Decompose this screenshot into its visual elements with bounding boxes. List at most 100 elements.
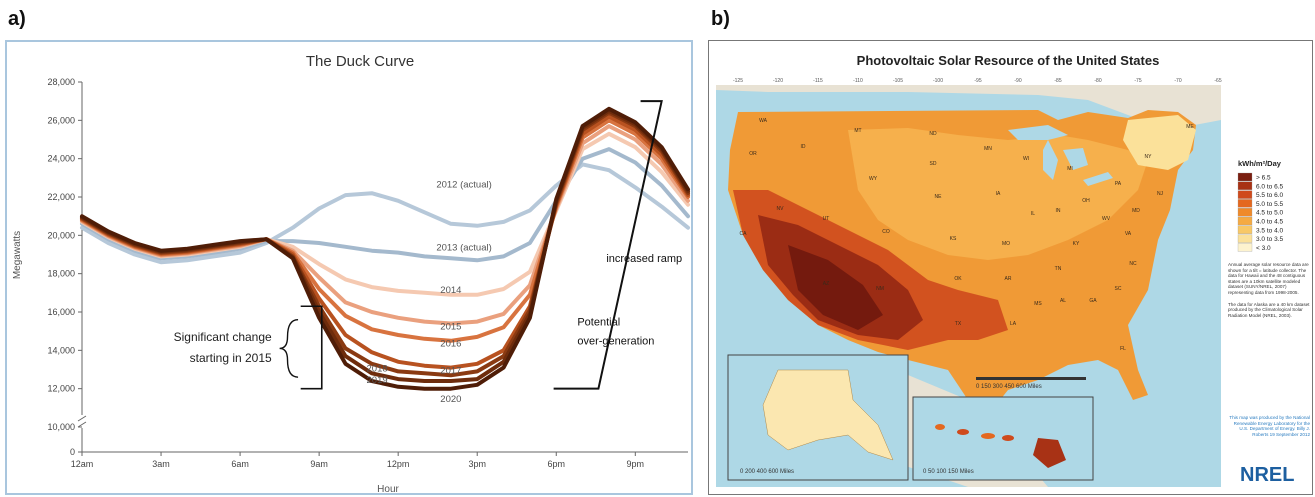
x-tick-label: 6pm <box>548 459 566 469</box>
legend-swatch <box>1237 172 1253 182</box>
state-label: TN <box>1055 266 1062 272</box>
state-label: MI <box>1067 166 1073 172</box>
y-tick-label: 24,000 <box>47 154 75 164</box>
state-label: LA <box>1010 321 1017 327</box>
state-label: MD <box>1132 208 1140 214</box>
longitude-label: -90 <box>1014 78 1021 84</box>
longitude-label: -110 <box>853 78 863 84</box>
state-label: NJ <box>1157 191 1164 197</box>
series-label: 2017 <box>440 365 461 376</box>
y-axis-label: Megawatts <box>12 231 23 279</box>
legend-swatch <box>1237 199 1253 208</box>
x-tick-label: 12am <box>71 459 94 469</box>
series-label: 2015 <box>440 321 461 332</box>
state-label: AZ <box>823 281 829 287</box>
y-tick-label: 18,000 <box>47 269 75 279</box>
state-label: MS <box>1034 301 1042 307</box>
y-tick-label: 16,000 <box>47 307 75 317</box>
potential-label-line1: Potential <box>577 316 620 328</box>
legend-label: 5.5 to 6.0 <box>1256 192 1283 199</box>
hawaii-inset: 0 50 100 150 Miles <box>912 396 1094 481</box>
x-tick-label: 3pm <box>468 459 486 469</box>
state-label: IA <box>996 191 1001 197</box>
ramp-bracket <box>553 100 663 390</box>
longitude-label: -115 <box>813 78 823 84</box>
y-tick-label: 22,000 <box>47 192 75 202</box>
state-label: AR <box>1005 276 1012 282</box>
state-label: GA <box>1089 298 1097 304</box>
canada-land <box>716 85 1221 130</box>
lake-superior <box>1008 125 1068 140</box>
panel-b-label: b) <box>711 8 730 30</box>
legend-label: 6.0 to 6.5 <box>1256 183 1283 190</box>
significant-label-line2: starting in 2015 <box>190 351 272 365</box>
state-label: KS <box>950 236 957 242</box>
series-line-2012 <box>80 162 690 265</box>
x-tick-label: 6am <box>231 459 249 469</box>
state-labels: WA OR ID MT WY ND SD NE MN WI MI IA IL IN OH PA NY ME NV CA… <box>740 118 1195 432</box>
legend-label: 4.5 to 5.0 <box>1256 210 1283 217</box>
series-label: 2013 (actual) <box>436 243 491 254</box>
series-label: 2014 <box>440 285 461 296</box>
state-label: ME <box>1186 124 1194 130</box>
solar-resource-map: -125 -120 -115 -110 -105 -100 -95 -90 -85 -80 -75 -… <box>716 53 1310 487</box>
state-label: SC <box>1115 286 1122 292</box>
series-label: 2016 <box>440 339 461 350</box>
potential-label-line2: over-generation <box>577 336 654 348</box>
significant-bracket <box>300 305 323 390</box>
significant-label-line1: Significant change <box>174 330 272 344</box>
duck-curve-frame <box>5 40 693 495</box>
state-label: ID <box>801 144 806 150</box>
series-label: 2012 (actual) <box>436 179 491 190</box>
lake-michigan <box>1043 140 1058 180</box>
longitude-label: -95 <box>974 78 981 84</box>
y-tick-label: 12,000 <box>47 384 75 394</box>
nrel-logo: NREL <box>1240 464 1294 486</box>
y-tick-label: 20,000 <box>47 230 75 240</box>
state-label: WY <box>869 176 878 182</box>
longitude-label: -75 <box>1134 78 1141 84</box>
state-label: NE <box>935 194 943 200</box>
state-label: IN <box>1056 208 1061 214</box>
legend-label: 3.5 to 4.0 <box>1256 227 1283 234</box>
main-scale-bar: 0 150 300 450 600 Miles <box>976 377 1086 390</box>
state-label: WV <box>1102 216 1111 222</box>
state-label: SD <box>930 161 937 167</box>
legend-swatch <box>1237 243 1253 252</box>
x-tick-label: 3am <box>152 459 170 469</box>
longitude-label: -70 <box>1174 78 1181 84</box>
series-label: 2018 <box>367 363 388 374</box>
legend-swatch <box>1237 225 1253 234</box>
alaska-inset: 0 200 400 600 Miles <box>727 354 909 481</box>
map-notes: Annual average solar resource data are s… <box>1228 262 1310 318</box>
y-tick-label: 14,000 <box>47 345 75 355</box>
state-label: NC <box>1129 261 1137 267</box>
chart-title: The Duck Curve <box>306 53 414 70</box>
state-label: VA <box>1125 231 1132 237</box>
x-tick-label: 9pm <box>627 459 645 469</box>
y-tick-label: 0 <box>70 447 75 457</box>
legend-label: 4.0 to 4.5 <box>1256 219 1283 226</box>
state-label: ND <box>929 131 937 137</box>
state-label: AL <box>1060 298 1066 304</box>
main-scale-label: 0 150 300 450 600 Miles <box>976 384 1042 390</box>
legend-swatch <box>1237 216 1253 226</box>
longitude-labels: -125 -120 -115 -110 -105 -100 -95 -90 -85 -80 -75 -… <box>733 78 1222 84</box>
nrel-logo-text: NREL <box>1240 464 1294 486</box>
legend-swatch <box>1237 208 1253 217</box>
map-legend-title: kWh/m²/Day <box>1238 159 1282 168</box>
map-credit: This map was produced by the National Re… <box>1229 415 1310 437</box>
state-label: FL <box>1120 346 1126 352</box>
legend-swatch <box>1237 234 1253 243</box>
y-tick-label: 10,000 <box>47 422 75 432</box>
legend-swatch <box>1237 181 1253 190</box>
state-label: MT <box>854 128 861 134</box>
longitude-label: -80 <box>1094 78 1101 84</box>
state-label: CA <box>740 231 748 237</box>
series-line-2015 <box>80 124 690 326</box>
x-tick-label: 12pm <box>387 459 410 469</box>
y-tick-label: 28,000 <box>47 77 75 87</box>
map-note-2: The data for Alaska are a 40 km dataset … <box>1228 301 1310 318</box>
significant-brace <box>279 318 299 378</box>
state-label: KY <box>1073 241 1080 247</box>
